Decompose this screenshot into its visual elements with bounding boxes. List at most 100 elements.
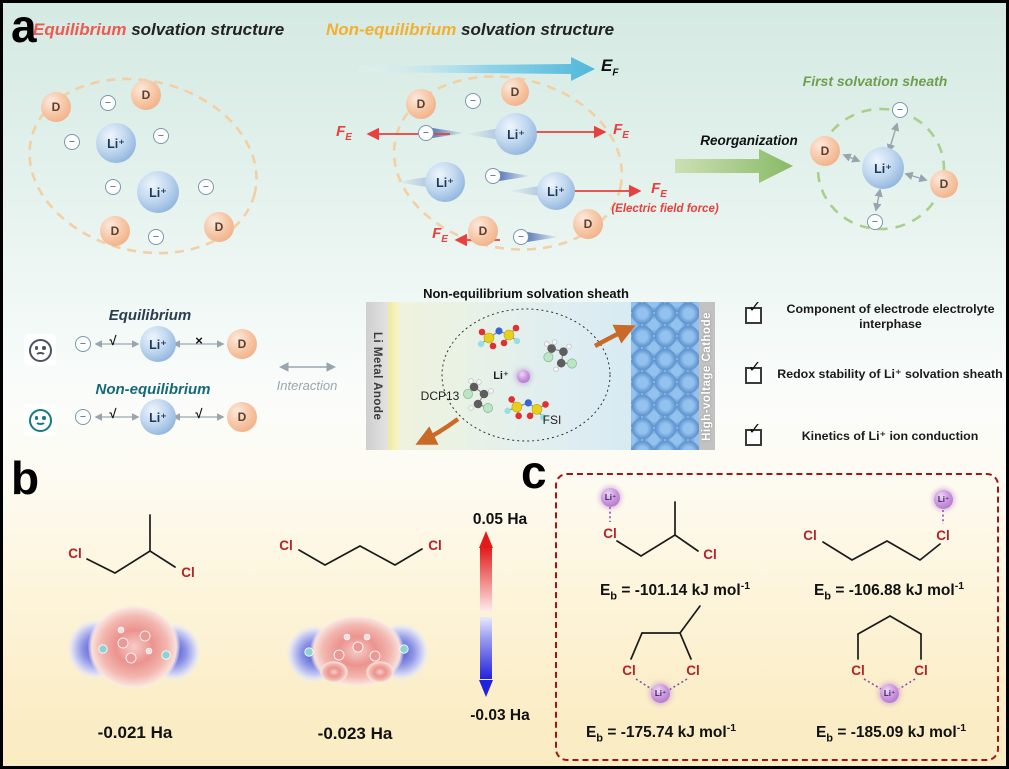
binding-energy-3: Eb = -175.74 kJ mol-1 xyxy=(585,722,737,745)
d-sphere: D xyxy=(573,209,603,239)
li-ion-sphere: Li⁺ xyxy=(537,172,575,210)
li-ion-label: Li⁺ xyxy=(547,184,565,199)
equilibrium-title: Equilibrium solvation structure xyxy=(33,20,284,40)
binding-energy-2: Eb = -106.88 kJ mol-1 xyxy=(813,580,965,603)
dcp13-label: DCP13 xyxy=(420,389,460,403)
minus-glyph: − xyxy=(202,180,210,193)
comparison-arrows xyxy=(94,340,336,421)
li-ion-label: Li⁺ xyxy=(874,161,892,176)
equilibrium-title-rest: solvation structure xyxy=(126,20,285,39)
li-ion-sphere: Li⁺ xyxy=(140,326,176,362)
anode-li-strip xyxy=(388,302,399,450)
minus-glyph: − xyxy=(422,126,430,139)
minus-glyph: − xyxy=(68,135,76,148)
li-ion-sphere: Li⁺ xyxy=(862,147,904,189)
cathode-bar: High-voltage Cathode xyxy=(699,302,715,450)
checklist-item: Kinetics of Li⁺ ion conduction xyxy=(801,429,979,443)
electric-field-note: (Electric field force) xyxy=(611,203,719,215)
check-glyph: ✓ xyxy=(748,421,762,438)
esp-colorbar xyxy=(479,531,493,697)
li-ion-sphere: Li⁺ xyxy=(425,162,465,202)
esp-surface-12dcp xyxy=(67,605,201,689)
anode-bar: Li Metal Anode xyxy=(366,302,388,450)
cl-label: Cl xyxy=(279,538,293,553)
non-equilibrium-title: Non-equilibrium solvation structure xyxy=(326,20,614,40)
d-sphere: D xyxy=(41,92,71,122)
checklist-item: Redox stability of Li⁺ solvation sheath xyxy=(777,367,1003,381)
colorbar-min-label: -0.03 Ha xyxy=(470,707,530,724)
check-glyph: ✓ xyxy=(748,299,762,316)
non-equilibrium-row-title: Non-equilibrium xyxy=(95,381,211,398)
li-ion-purple-sphere: Li⁺ xyxy=(934,490,953,509)
checkbox-checked-icon: ✓ xyxy=(745,300,762,324)
d-sphere: D xyxy=(100,216,130,246)
li-ion-purple-sphere: Li⁺ xyxy=(651,684,670,703)
cl-label: Cl xyxy=(936,528,950,543)
li-ion-label: Li⁺ xyxy=(149,185,167,200)
anion-icon: − xyxy=(148,229,164,245)
electric-field-label: EF xyxy=(601,56,619,79)
d-sphere-label: D xyxy=(416,97,426,111)
cl-label: Cl xyxy=(851,663,865,678)
skeletal-13dcp xyxy=(298,545,423,566)
check-mark: √ xyxy=(195,406,203,421)
d-sphere: D xyxy=(227,329,257,359)
cross-mark: × xyxy=(195,333,203,348)
cl-label: Cl xyxy=(622,663,636,678)
cathode-spheres xyxy=(631,302,699,450)
d-sphere-label: D xyxy=(110,224,120,238)
minus-glyph: − xyxy=(79,410,87,423)
d-sphere: D xyxy=(204,212,234,242)
li-ion-label: Li⁺ xyxy=(883,689,896,698)
li-ion-label: Li⁺ xyxy=(507,127,525,142)
li-ion-label: Li⁺ xyxy=(149,337,167,352)
d-sphere: D xyxy=(406,89,436,119)
fsi-label: FSI xyxy=(542,413,562,427)
d-sphere: D xyxy=(930,170,958,198)
panel-c-border xyxy=(555,473,999,761)
anion-icon: − xyxy=(198,179,214,195)
cl-label: Cl xyxy=(703,547,717,562)
cl-label: Cl xyxy=(428,538,442,553)
d-sphere-label: D xyxy=(820,144,830,158)
minus-glyph: − xyxy=(489,169,497,182)
d-sphere: D xyxy=(227,402,257,432)
esp-value-right: -0.023 Ha xyxy=(317,724,393,743)
sheath-dotted-ellipse xyxy=(441,308,611,442)
anion-icon: − xyxy=(75,409,91,425)
d-sphere-label: D xyxy=(237,337,247,351)
skeletal-c3 xyxy=(630,605,701,660)
panel-b-label: b xyxy=(11,452,40,504)
d-sphere-label: D xyxy=(583,217,593,231)
esp-surface-13dcp xyxy=(286,615,429,687)
d-sphere-label: D xyxy=(51,100,61,114)
minus-glyph: − xyxy=(871,215,879,228)
panel-c-label: c xyxy=(521,446,547,498)
panel-a-label: a xyxy=(11,0,37,52)
sheath-title: Non-equilibrium solvation sheath xyxy=(423,286,629,301)
first-sheath-circle xyxy=(816,107,946,231)
d-sphere-label: D xyxy=(214,220,224,234)
li-bonds-c4 xyxy=(863,678,916,690)
sheath-li-label: Li⁺ xyxy=(493,370,509,382)
li-ion-purple-sphere: Li⁺ xyxy=(601,488,620,507)
first-sheath-label: First solvation sheath xyxy=(802,73,948,89)
minus-glyph: − xyxy=(896,103,904,116)
anion-icon: − xyxy=(64,134,80,150)
li-ion-label: Li⁺ xyxy=(604,493,617,502)
binding-energy-1: Eb = -101.14 kJ mol-1 xyxy=(599,580,751,603)
d-sphere-label: D xyxy=(141,88,151,102)
electric-field-arrow xyxy=(358,57,595,81)
anion-icon: − xyxy=(485,168,501,184)
skeletal-c4 xyxy=(857,615,922,660)
sheath-flow-arrows xyxy=(415,324,636,445)
cl-label: Cl xyxy=(181,565,195,580)
li-ion-label: Li⁺ xyxy=(149,410,167,425)
reorganization-arrow xyxy=(675,149,793,183)
li-ion-label: Li⁺ xyxy=(107,136,125,151)
li-ion-sphere: Li⁺ xyxy=(137,171,179,213)
skeletal-c2 xyxy=(822,540,941,562)
sad-face-icon xyxy=(24,334,56,366)
check-mark: √ xyxy=(109,406,117,421)
